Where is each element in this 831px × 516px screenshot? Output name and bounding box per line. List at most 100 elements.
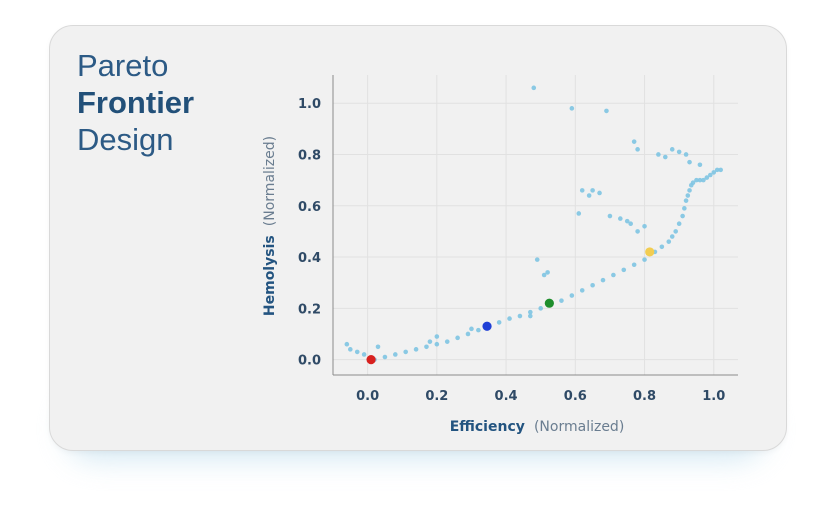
- scatter-point: [528, 309, 533, 315]
- scatter-point: [697, 177, 703, 183]
- x-tick-label: 1.0: [702, 389, 725, 404]
- scatter-point: [666, 239, 672, 244]
- scatter-point: [507, 316, 512, 321]
- scatter-point: [434, 341, 440, 347]
- scatter-point: [590, 282, 595, 288]
- scatter-point: [382, 354, 388, 360]
- scatter-point: [697, 162, 703, 168]
- scatter-point: [576, 211, 582, 216]
- x-axis-label-suffix: (Normalized): [534, 419, 624, 435]
- scatter-point: [618, 216, 623, 221]
- scatter-point: [611, 272, 616, 278]
- y-tick-label: 0.0: [298, 354, 321, 369]
- y-axis-label: Hemolysis (Normalized): [259, 136, 278, 316]
- scatter-point: [528, 313, 533, 319]
- scatter-point: [469, 326, 474, 332]
- x-tick-label: 0.0: [356, 389, 379, 404]
- scatter-point: [569, 293, 575, 298]
- scatter-point: [714, 167, 720, 173]
- scatter-point: [683, 198, 689, 203]
- scatter-point: [354, 349, 360, 355]
- card-title: Pareto Frontier Design: [77, 47, 194, 158]
- scatter-point: [476, 327, 481, 333]
- x-axis-label: Efficiency (Normalized): [450, 416, 625, 435]
- scatter-point: [624, 218, 630, 224]
- scatter-point: [673, 229, 678, 234]
- scatter-point: [424, 344, 429, 350]
- scatter-point: [496, 320, 502, 325]
- scatter-point: [680, 213, 685, 219]
- x-tick-label: 0.6: [564, 389, 587, 404]
- y-axis-label-main: Hemolysis: [262, 235, 278, 316]
- scatter-point: [579, 288, 585, 293]
- scatter-point: [631, 262, 637, 268]
- scatter-point: [628, 221, 633, 227]
- title-line-2: Frontier: [77, 85, 195, 120]
- highlight-point-red: [366, 355, 376, 365]
- scatter-point: [465, 331, 471, 337]
- chart-axes: [332, 75, 738, 376]
- chart-points: [344, 85, 723, 362]
- scatter-point: [718, 167, 723, 173]
- scatter-point: [393, 352, 398, 357]
- scatter-point: [711, 170, 717, 175]
- scatter-point: [455, 335, 460, 341]
- scatter-point: [597, 190, 602, 196]
- chart-grid: [333, 75, 738, 375]
- scatter-point: [413, 347, 419, 352]
- scatter-point: [642, 223, 647, 229]
- scatter-point: [683, 152, 689, 157]
- x-tick-label: 0.8: [633, 389, 656, 404]
- scatter-point: [604, 108, 609, 114]
- y-tick-label: 0.2: [298, 302, 321, 317]
- scatter-point: [631, 139, 637, 144]
- scatter-point: [534, 257, 540, 262]
- scatter-point: [694, 177, 699, 183]
- scatter-point: [344, 341, 350, 347]
- scatter-point: [586, 193, 592, 198]
- scatter-point: [687, 159, 692, 165]
- scatter-point: [579, 188, 585, 193]
- scatter-point: [708, 172, 713, 178]
- scatter-point: [687, 188, 692, 193]
- y-tick-label: 1.0: [298, 97, 321, 112]
- scatter-point: [541, 272, 547, 278]
- title-line-1: Pareto: [77, 48, 169, 83]
- scatter-point: [663, 154, 668, 160]
- x-tick-label: 0.2: [425, 389, 448, 404]
- scatter-point: [517, 313, 523, 319]
- scatter-point: [621, 267, 627, 273]
- highlight-point-green: [544, 298, 554, 308]
- scatter-point: [676, 149, 682, 155]
- scatter-point: [635, 229, 640, 234]
- scatter-point: [685, 193, 691, 198]
- scatter-point: [361, 352, 367, 357]
- y-tick-label: 0.6: [298, 200, 321, 215]
- scatter-point: [704, 175, 710, 180]
- scatter-point: [569, 106, 575, 111]
- chart-card: [49, 25, 787, 451]
- scatter-point: [669, 147, 675, 152]
- x-axis-label-main: Efficiency: [450, 419, 525, 435]
- chart-highlights: [366, 247, 655, 365]
- scatter-point: [635, 147, 640, 152]
- y-tick-label: 0.4: [298, 251, 321, 266]
- y-tick-label: 0.8: [298, 148, 321, 163]
- scatter-point: [444, 339, 450, 344]
- scatter-point: [590, 188, 595, 193]
- scatter-point: [676, 221, 682, 227]
- scatter-point: [403, 349, 408, 355]
- scatter-point: [538, 306, 543, 311]
- scatter-point: [427, 339, 433, 344]
- scatter-point: [545, 270, 550, 275]
- scatter-point: [642, 257, 647, 262]
- highlight-point-blue: [482, 321, 492, 331]
- scatter-point: [607, 213, 613, 219]
- chart-tick-labels: 0.0 0.2 0.4 0.6 0.8 1.0 0.0 0.2 0.4 0.6 0.8 1.0: [298, 97, 725, 404]
- scatter-point: [348, 347, 353, 352]
- scatter-point: [559, 298, 564, 303]
- y-axis-label-suffix: (Normalized): [262, 136, 278, 226]
- scatter-point: [682, 206, 687, 211]
- title-line-3: Design: [77, 122, 174, 157]
